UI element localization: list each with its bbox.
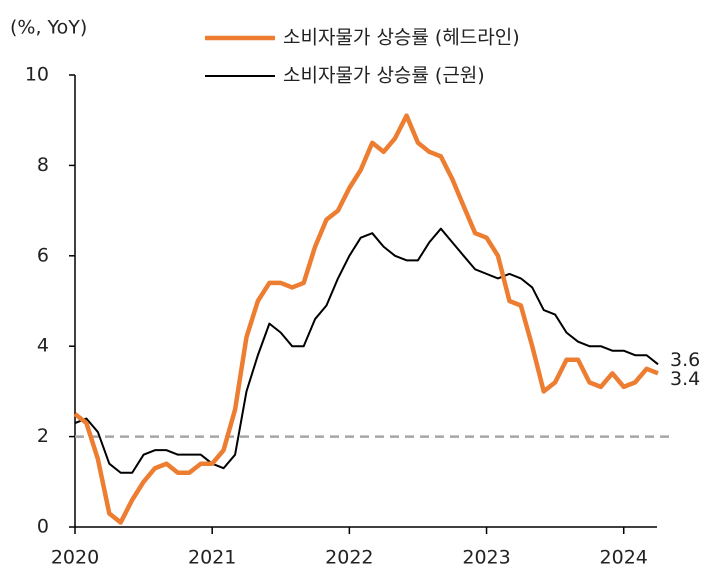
x-tick-label: 2021 [188, 547, 236, 569]
legend-label: 소비자물가 상승률 (헤드라인) [283, 27, 520, 49]
y-tick-label: 8 [37, 154, 49, 176]
y-tick-label: 6 [37, 244, 49, 266]
x-tick-label: 2022 [325, 547, 373, 569]
y-axis-label: (%, YoY) [10, 17, 87, 39]
y-tick-label: 2 [37, 425, 49, 447]
legend-label: 소비자물가 상승률 (근원) [283, 65, 485, 87]
x-tick-label: 2024 [600, 547, 648, 569]
y-tick-label: 4 [37, 335, 49, 357]
end-label: 3.4 [670, 368, 700, 390]
x-tick-label: 2023 [462, 547, 510, 569]
x-tick-label: 2020 [51, 547, 99, 569]
y-tick-label: 0 [37, 516, 49, 538]
end-label: 3.6 [670, 349, 700, 371]
y-tick-label: 10 [25, 64, 49, 86]
series-line [74, 227, 659, 474]
series-line [73, 113, 659, 525]
